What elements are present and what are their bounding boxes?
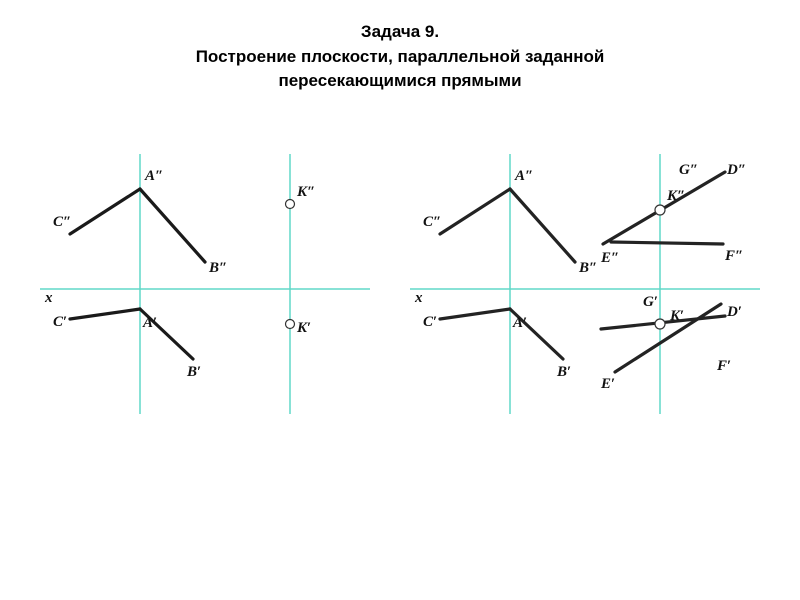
- label-E′: E′: [600, 376, 615, 392]
- label-C′: C′: [53, 314, 67, 330]
- label-B″: B″: [208, 260, 227, 276]
- label-C″: C″: [53, 214, 71, 230]
- label-B″: B″: [578, 260, 597, 276]
- segment-0: [70, 189, 140, 234]
- segment-2: [440, 309, 510, 319]
- label-x: x: [414, 290, 423, 306]
- label-C′: C′: [423, 314, 437, 330]
- label-B′: B′: [556, 364, 571, 380]
- label-D′: D′: [726, 304, 742, 320]
- label-K″: K″: [666, 188, 685, 204]
- diagram-left: A″ C″ B″ K″ x A′ C′ B′ K′: [35, 144, 375, 424]
- title-line-2: Построение плоскости, параллельной задан…: [0, 45, 800, 70]
- label-G′: G′: [643, 294, 658, 310]
- label-F′: F′: [716, 358, 731, 374]
- label-E″: E″: [600, 250, 619, 266]
- diagram-right: A″ C″ B″ G″ D″ K″ E″ F″ x A′ C′ B′ G′ D′ K′ E′ F′: [405, 144, 765, 424]
- segment-7: [615, 304, 721, 372]
- segment-0: [440, 189, 510, 234]
- label-A″: A″: [514, 168, 533, 184]
- label-A″: A″: [144, 168, 163, 184]
- title-line-3: пересекающимися прямыми: [0, 69, 800, 94]
- page-title: Задача 9. Построение плоскости, параллел…: [0, 20, 800, 94]
- label-F″: F″: [724, 248, 743, 264]
- label-K′: K′: [296, 320, 311, 336]
- panel-right: A″ C″ B″ G″ D″ K″ E″ F″ x A′ C′ B′ G′ D′ K′ E′ F′: [405, 144, 765, 424]
- label-G″: G″: [679, 162, 698, 178]
- label-C″: C″: [423, 214, 441, 230]
- title-line-1: Задача 9.: [0, 20, 800, 45]
- label-K″: K″: [296, 184, 315, 200]
- segment-1: [140, 189, 205, 262]
- diagram-row: A″ C″ B″ K″ x A′ C′ B′ K′ A″ C″ B″ G″ D″ K″ E″ F″ x A′ C′ B…: [0, 144, 800, 424]
- panel-left: A″ C″ B″ K″ x A′ C′ B′ K′: [35, 144, 375, 424]
- label-A′: A′: [142, 315, 157, 331]
- label-K′: K′: [669, 308, 684, 324]
- label-x: x: [44, 290, 53, 306]
- label-B′: B′: [186, 364, 201, 380]
- segment-1: [510, 189, 575, 262]
- segment-2: [70, 309, 140, 319]
- label-A′: A′: [512, 315, 527, 331]
- segment-5: [611, 242, 723, 244]
- label-D″: D″: [726, 162, 746, 178]
